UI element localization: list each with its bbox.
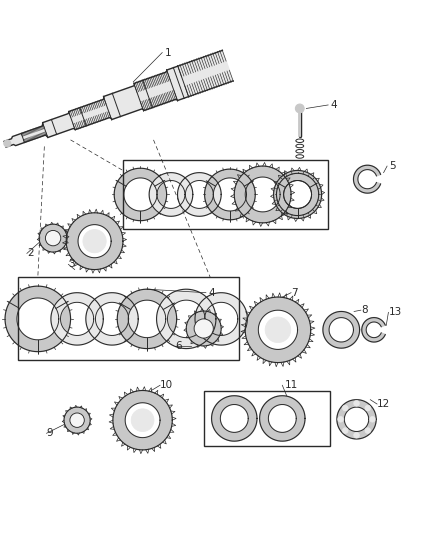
Text: 6: 6 bbox=[175, 341, 182, 351]
Circle shape bbox=[39, 224, 67, 252]
Circle shape bbox=[365, 405, 371, 411]
Polygon shape bbox=[86, 293, 138, 345]
Text: 7: 7 bbox=[291, 288, 298, 298]
Polygon shape bbox=[274, 171, 321, 219]
Polygon shape bbox=[323, 311, 360, 348]
Polygon shape bbox=[337, 400, 376, 439]
Polygon shape bbox=[212, 395, 257, 441]
Circle shape bbox=[370, 416, 375, 422]
Circle shape bbox=[354, 401, 359, 406]
Text: 9: 9 bbox=[46, 429, 53, 438]
Polygon shape bbox=[149, 173, 193, 216]
Circle shape bbox=[46, 230, 61, 246]
Text: 1: 1 bbox=[164, 47, 171, 58]
Text: 2: 2 bbox=[27, 248, 34, 259]
Polygon shape bbox=[117, 289, 177, 349]
Polygon shape bbox=[245, 297, 311, 362]
Polygon shape bbox=[195, 293, 247, 345]
Circle shape bbox=[343, 428, 348, 433]
Text: 4: 4 bbox=[330, 100, 337, 110]
Bar bbox=[123, 159, 328, 229]
Polygon shape bbox=[51, 293, 103, 345]
Circle shape bbox=[64, 407, 90, 433]
Text: 5: 5 bbox=[389, 161, 396, 171]
Text: 3: 3 bbox=[68, 260, 75, 269]
Polygon shape bbox=[5, 286, 71, 352]
Circle shape bbox=[194, 319, 213, 338]
Circle shape bbox=[131, 409, 154, 432]
Text: 12: 12 bbox=[377, 399, 390, 409]
Circle shape bbox=[4, 140, 11, 147]
Polygon shape bbox=[113, 391, 172, 450]
Polygon shape bbox=[4, 51, 233, 147]
Circle shape bbox=[343, 405, 348, 411]
Polygon shape bbox=[114, 168, 166, 221]
Polygon shape bbox=[205, 169, 255, 220]
Polygon shape bbox=[177, 173, 221, 216]
Circle shape bbox=[186, 311, 221, 346]
Polygon shape bbox=[234, 166, 291, 223]
Circle shape bbox=[365, 428, 371, 433]
Circle shape bbox=[295, 104, 304, 113]
Text: 11: 11 bbox=[285, 380, 298, 390]
Text: 8: 8 bbox=[361, 305, 367, 315]
Polygon shape bbox=[66, 213, 123, 270]
Polygon shape bbox=[362, 318, 385, 342]
Polygon shape bbox=[260, 395, 305, 441]
Bar bbox=[204, 391, 330, 446]
Text: 10: 10 bbox=[160, 380, 173, 390]
Polygon shape bbox=[353, 165, 381, 193]
Circle shape bbox=[70, 413, 84, 427]
Circle shape bbox=[338, 416, 343, 422]
Circle shape bbox=[83, 230, 106, 253]
Text: 13: 13 bbox=[389, 308, 402, 317]
Text: 4: 4 bbox=[208, 288, 215, 298]
Polygon shape bbox=[156, 289, 216, 349]
Bar bbox=[18, 277, 239, 360]
Circle shape bbox=[354, 432, 359, 438]
Circle shape bbox=[265, 317, 291, 343]
